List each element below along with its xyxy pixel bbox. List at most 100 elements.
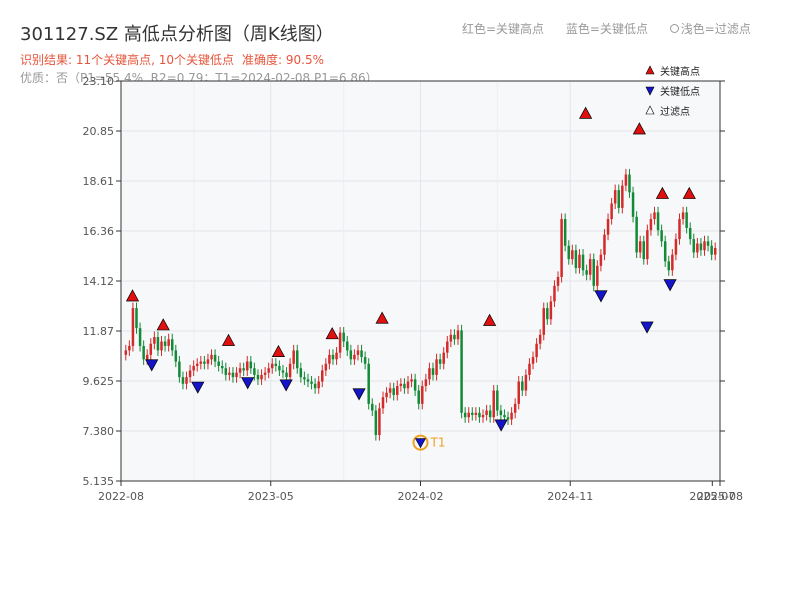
low-marker-icon xyxy=(645,86,655,96)
candle-body xyxy=(471,412,474,415)
y-tick-label: 23.10 xyxy=(83,75,115,88)
accuracy-text: 准确度: 90.5% xyxy=(242,53,325,67)
candle-body xyxy=(299,368,303,378)
key-low-marker xyxy=(191,381,205,394)
candle-body xyxy=(496,390,499,411)
candle-body xyxy=(206,359,210,364)
candle-body xyxy=(596,265,599,286)
candle-body xyxy=(224,368,228,375)
key-high-marker xyxy=(325,327,339,340)
candle-body xyxy=(288,363,292,378)
candle-body xyxy=(506,417,510,420)
candle-body xyxy=(228,372,231,375)
candle-body xyxy=(417,390,420,404)
candle-body xyxy=(656,212,660,231)
key-low-marker xyxy=(494,419,508,432)
y-tick-label: 14.12 xyxy=(83,275,115,288)
key-high-marker xyxy=(271,344,286,357)
x-tick-label: 2022-08 xyxy=(98,490,144,503)
candle-body xyxy=(124,350,128,355)
candle-body xyxy=(231,372,235,378)
candle-body xyxy=(131,308,135,346)
candle-body xyxy=(142,345,145,360)
candle-body xyxy=(163,341,167,346)
candle-body xyxy=(463,412,467,418)
x-tick-label: 2025-07 xyxy=(689,490,735,503)
key-high-marker xyxy=(483,313,497,326)
candle-body xyxy=(378,408,381,436)
candle-body xyxy=(631,192,635,217)
candle-body xyxy=(574,250,578,269)
key-high-marker xyxy=(221,333,236,346)
legend-low-desc: 蓝色=关键低点 xyxy=(565,22,648,36)
candle-body xyxy=(667,261,671,271)
candle-body xyxy=(603,234,606,255)
candle-body xyxy=(453,334,456,340)
candle-body xyxy=(374,410,378,436)
candle-body xyxy=(413,379,417,391)
candle-body xyxy=(296,350,299,369)
candle-body xyxy=(674,239,678,255)
x-tick-label: 2023-05 xyxy=(248,490,294,503)
legend-filtered-desc: 浅色=过滤点 xyxy=(669,22,769,36)
result-line: 识别结果: 11个关键高点, 10个关键低点 准确度: 90.5% xyxy=(20,51,324,68)
legend-filtered-label: 浅色=过滤点 xyxy=(680,22,751,36)
y-tick-label: 5.135 xyxy=(83,475,115,488)
legend-filtered: 过滤点 xyxy=(660,105,690,118)
candle-body xyxy=(706,241,710,246)
candle-body xyxy=(235,372,238,378)
candle-body xyxy=(424,379,428,387)
candle-body xyxy=(170,339,174,351)
legend-high: 关键高点 xyxy=(660,65,700,78)
candle-body xyxy=(270,363,274,369)
candle-body xyxy=(335,352,338,360)
candle-body xyxy=(435,359,438,375)
key-low-marker xyxy=(279,379,293,392)
candle-body xyxy=(181,377,185,384)
x-tick-label: 2025-08 xyxy=(697,490,743,503)
t1-ring xyxy=(412,434,429,451)
candle-body xyxy=(167,339,170,346)
candle-body xyxy=(149,343,153,355)
candle-body xyxy=(192,365,195,371)
candle-body xyxy=(535,343,538,358)
candle-body xyxy=(649,219,653,231)
x-tick-label: 2024-11 xyxy=(547,490,593,503)
key-low-marker xyxy=(640,321,654,334)
candle-body xyxy=(267,368,270,373)
candle-body xyxy=(399,383,403,387)
candle-body xyxy=(503,414,506,418)
y-tick-label: 16.36 xyxy=(83,225,115,238)
candle-body xyxy=(321,370,324,382)
candle-body xyxy=(585,270,588,275)
key-high-marker xyxy=(632,122,646,135)
candle-body xyxy=(253,368,256,375)
key-low-marker xyxy=(352,388,366,401)
candle-body xyxy=(546,308,549,320)
candle-body xyxy=(696,243,699,253)
y-tick-label: 18.61 xyxy=(83,175,115,188)
key-high-marker xyxy=(579,106,593,119)
filtered-marker-icon xyxy=(645,105,655,115)
candle-body xyxy=(478,412,481,418)
candle-body xyxy=(485,410,488,415)
candle-body xyxy=(249,361,253,369)
candle-body xyxy=(663,241,667,262)
candle-body xyxy=(531,357,535,364)
key-high-marker xyxy=(125,289,140,302)
candle-body xyxy=(360,350,363,358)
candle-body xyxy=(528,363,531,375)
candle-body xyxy=(553,285,556,302)
t1-low-marker xyxy=(414,438,427,449)
candle-body xyxy=(681,212,685,220)
candle-body xyxy=(499,410,503,415)
y-tick-label: 11.87 xyxy=(83,325,115,338)
candle-body xyxy=(563,219,567,246)
candle-body xyxy=(371,403,374,411)
candle-body xyxy=(138,328,142,346)
candle-body xyxy=(174,350,178,362)
candle-body xyxy=(481,414,485,418)
candle-body xyxy=(438,359,442,364)
candle-body xyxy=(242,368,245,371)
candle-body xyxy=(263,372,267,375)
